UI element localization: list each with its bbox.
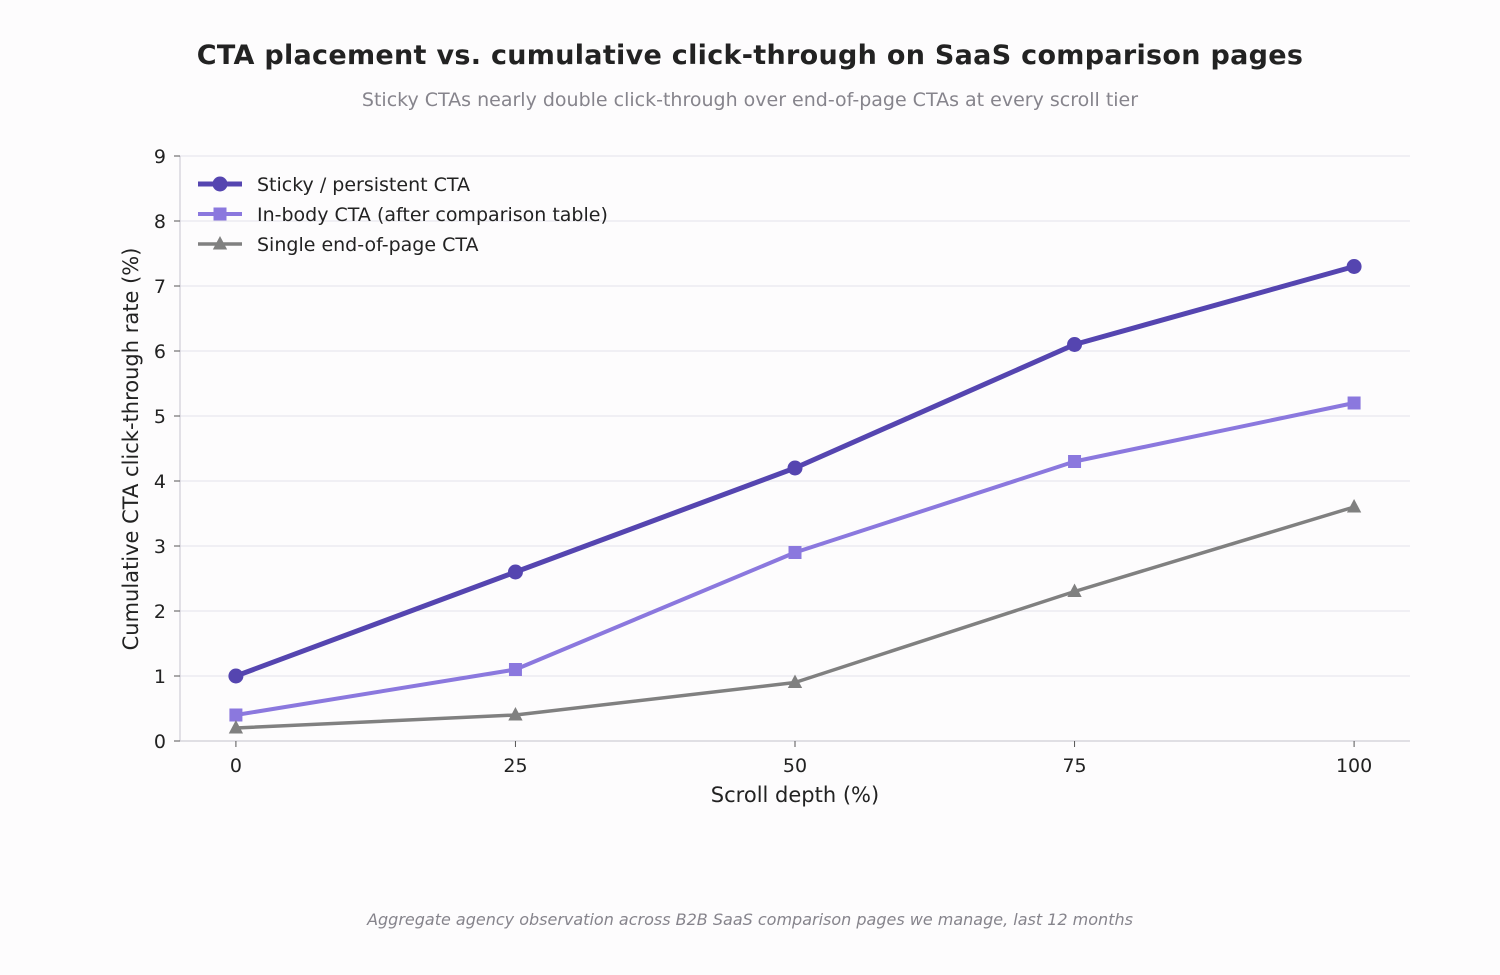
legend-marker	[212, 176, 228, 192]
data-point	[507, 564, 523, 580]
x-axis-label: Scroll depth (%)	[711, 783, 879, 807]
data-point	[1347, 396, 1361, 410]
x-tick-label: 0	[230, 755, 242, 777]
series-3	[228, 498, 1362, 734]
legend-item: Single end-of-page CTA	[198, 234, 478, 256]
y-tick-label: 0	[154, 731, 166, 753]
data-point	[228, 719, 244, 734]
axes-layer: 0 1 2 3 4 5 6 7 8 9 0 25 50 75 100	[154, 146, 1410, 777]
y-tick-label: 7	[154, 276, 166, 298]
data-point	[1067, 337, 1083, 352]
y-tick-label: 1	[154, 666, 166, 688]
data-point	[508, 663, 522, 676]
series-2	[229, 396, 1361, 722]
y-tick-label: 5	[154, 406, 166, 428]
data-point	[787, 674, 803, 688]
legend-marker	[212, 235, 228, 250]
y-tick-label: 2	[154, 601, 166, 623]
legend-label: Single end-of-page CTA	[257, 234, 478, 256]
y-tick-label: 6	[154, 341, 166, 363]
data-point	[1067, 583, 1082, 597]
data-point	[228, 668, 244, 684]
series-1	[228, 259, 1362, 684]
chart-title: CTA placement vs. cumulative click-throu…	[196, 40, 1304, 71]
legend-item: In-body CTA (after comparison table)	[198, 204, 608, 226]
y-tick-label: 8	[154, 211, 166, 233]
y-tick-label: 4	[154, 471, 166, 493]
y-axis-label: Cumulative CTA click-through rate (%)	[119, 248, 143, 651]
y-tick-label: 9	[154, 146, 166, 168]
chart-footnote: Aggregate agency observation across B2B …	[367, 910, 1133, 929]
x-tick-label: 25	[503, 755, 527, 777]
series-layer	[228, 259, 1362, 734]
chart-subtitle: Sticky CTAs nearly double click-through …	[361, 89, 1139, 111]
data-point	[1346, 259, 1362, 274]
legend-label: Sticky / persistent CTA	[257, 174, 470, 196]
x-tick-label: 50	[783, 755, 807, 777]
x-tick-label: 100	[1336, 755, 1372, 777]
data-point	[1346, 498, 1362, 513]
data-point	[229, 708, 243, 722]
chart-legend: Sticky / persistent CTA In-body CTA (afte…	[198, 174, 608, 256]
legend-label: In-body CTA (after comparison table)	[257, 204, 608, 226]
y-tick-label: 3	[154, 536, 166, 558]
x-tick-label: 75	[1062, 755, 1086, 777]
data-point	[787, 460, 803, 476]
data-point	[788, 546, 802, 559]
legend-item: Sticky / persistent CTA	[198, 174, 470, 196]
series-line	[234, 505, 1356, 730]
data-point	[508, 706, 523, 721]
data-point	[1068, 455, 1082, 468]
legend-marker	[213, 207, 227, 221]
